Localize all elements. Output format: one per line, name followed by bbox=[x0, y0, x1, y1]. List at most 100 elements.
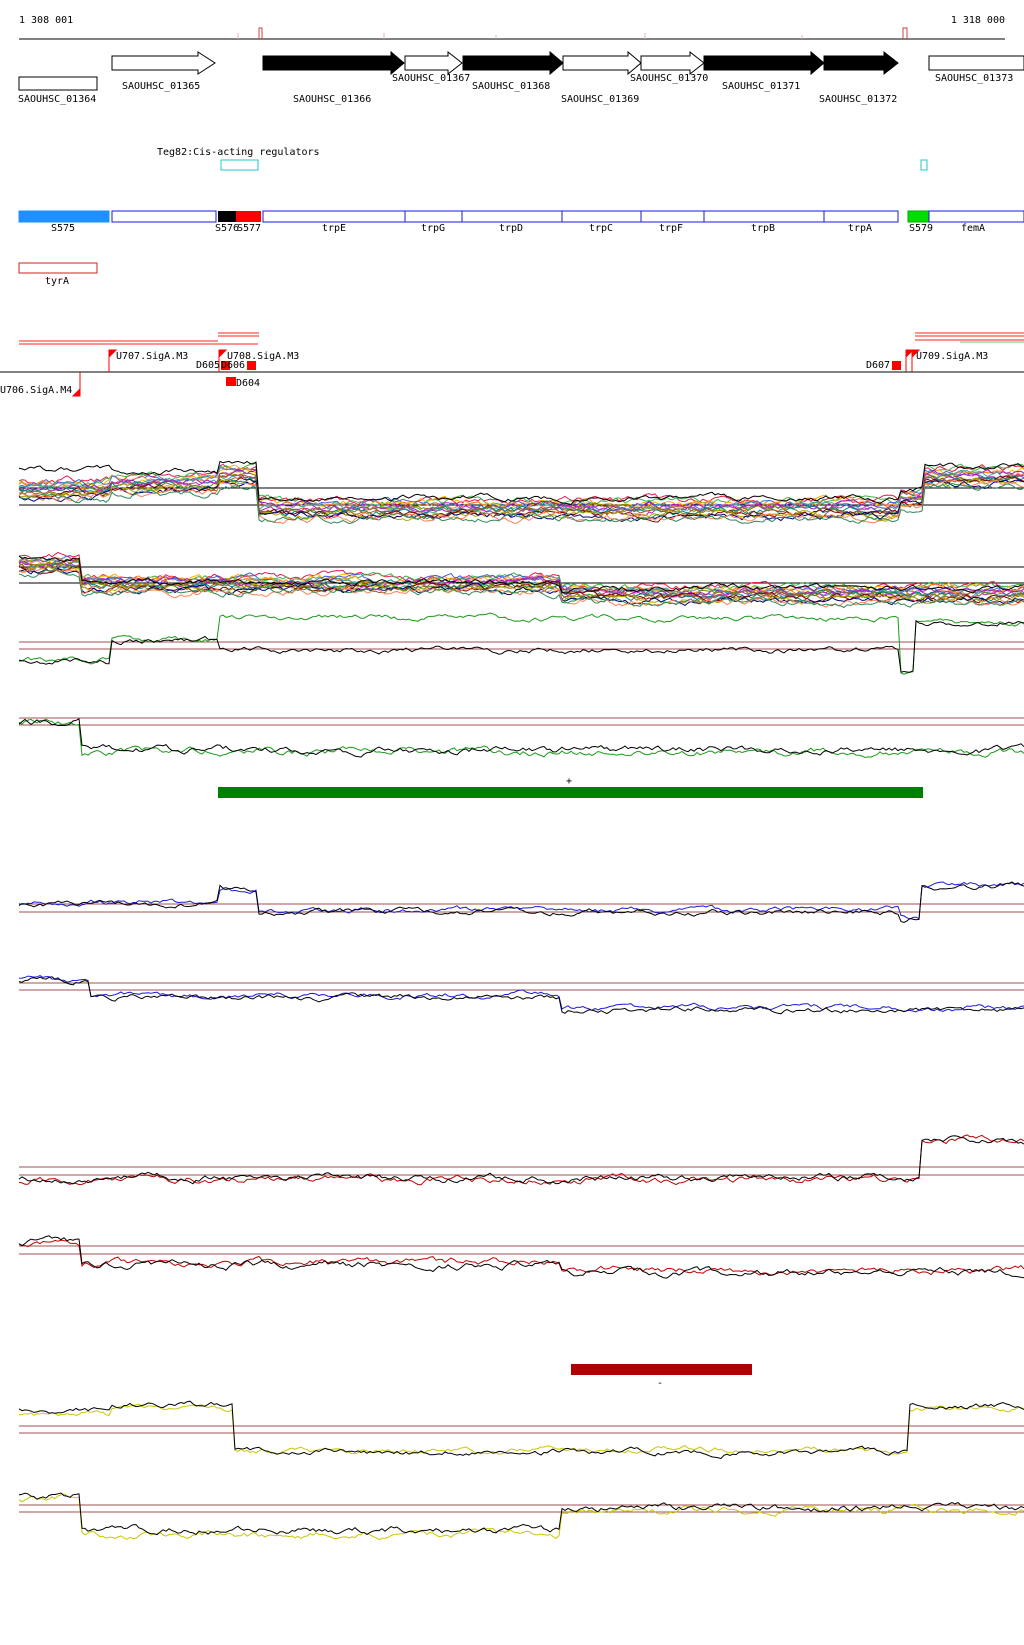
terminator-label: D607 bbox=[866, 360, 890, 371]
expression-trace bbox=[18, 976, 1024, 1015]
expression-trace bbox=[18, 975, 1024, 1013]
terminator-mark[interactable] bbox=[247, 361, 256, 370]
expression-trace bbox=[18, 1135, 1024, 1185]
promoter-label: U708.SigA.M3 bbox=[227, 351, 299, 362]
terminator-mark[interactable] bbox=[892, 361, 901, 370]
expression-trace bbox=[18, 475, 1024, 517]
expression-trace bbox=[18, 555, 1024, 593]
expression-trace bbox=[18, 619, 1024, 673]
segment[interactable] bbox=[18, 210, 110, 223]
segment-label: trpB bbox=[751, 223, 775, 234]
expression-trace bbox=[18, 556, 1024, 598]
promoter-track: U707.SigA.M3 U708.SigA.M3 D605 D606 D604… bbox=[0, 332, 1024, 397]
gene-label: SAOUHSC_01366 bbox=[293, 94, 371, 105]
gene-label: SAOUHSC_01371 bbox=[722, 81, 800, 92]
expression-trace bbox=[18, 1492, 1024, 1536]
expression-profiles bbox=[18, 460, 1024, 1541]
gene-track: SAOUHSC_01364 SAOUHSC_01365 SAOUHSC_0136… bbox=[18, 50, 1024, 105]
segment[interactable] bbox=[111, 210, 217, 223]
gene-label: SAOUHSC_01365 bbox=[122, 81, 200, 92]
expression-trace bbox=[18, 1239, 1024, 1277]
gene-label: SAOUHSC_01368 bbox=[472, 81, 550, 92]
expression-trace bbox=[18, 1134, 1024, 1186]
tyra-box[interactable] bbox=[18, 262, 98, 274]
expression-trace bbox=[18, 568, 1024, 609]
expression-trace bbox=[18, 461, 1024, 507]
regulator-box-small[interactable] bbox=[920, 159, 928, 171]
gene-label: SAOUHSC_01370 bbox=[630, 73, 708, 84]
regulator-box[interactable] bbox=[220, 159, 259, 171]
segment-label: S577 bbox=[237, 223, 261, 234]
promoter-mark[interactable] bbox=[218, 349, 228, 372]
segment[interactable] bbox=[404, 210, 463, 223]
expression-trace bbox=[18, 1235, 1024, 1279]
expression-trace bbox=[18, 881, 1024, 924]
gene-label: SAOUHSC_01372 bbox=[819, 94, 897, 105]
promoter-label: U707.SigA.M3 bbox=[116, 351, 188, 362]
segment[interactable] bbox=[928, 210, 1024, 223]
gene-arrow[interactable] bbox=[262, 50, 405, 76]
expression-trace bbox=[18, 472, 1024, 517]
tyra-label: tyrA bbox=[45, 276, 69, 287]
gene-arrow[interactable] bbox=[562, 50, 642, 76]
gene-arrow[interactable] bbox=[462, 50, 564, 76]
gene-arrow[interactable] bbox=[823, 50, 899, 76]
expression-trace bbox=[18, 472, 1024, 518]
gene-arrow[interactable] bbox=[640, 50, 705, 76]
promoter-label: U706.SigA.M4 bbox=[0, 385, 72, 396]
expression-trace bbox=[18, 1403, 1024, 1455]
gene-shape[interactable] bbox=[928, 55, 1024, 71]
expression-trace bbox=[18, 560, 1024, 599]
expression-trace bbox=[18, 718, 1024, 758]
expression-trace bbox=[18, 460, 1024, 506]
expression-trace bbox=[18, 479, 1024, 525]
segment-label: trpA bbox=[848, 223, 872, 234]
segment[interactable] bbox=[262, 210, 406, 223]
gene-arrow[interactable] bbox=[111, 51, 216, 75]
promoter-label: U709.SigA.M3 bbox=[916, 351, 988, 362]
gene-label: SAOUHSC_01367 bbox=[392, 73, 470, 84]
expression-trace bbox=[18, 555, 1024, 594]
gene-arrow[interactable] bbox=[404, 50, 463, 76]
promoter-mark[interactable] bbox=[911, 349, 921, 372]
condition-bar-minus[interactable] bbox=[571, 1364, 752, 1375]
expression-trace bbox=[18, 482, 1024, 525]
promoter-mark[interactable] bbox=[108, 349, 118, 372]
condition-bar-plus[interactable] bbox=[218, 787, 923, 798]
segment-label: femA bbox=[961, 223, 985, 234]
terminator-mark[interactable] bbox=[221, 361, 230, 370]
gene-label: SAOUHSC_01373 bbox=[935, 73, 1013, 84]
gene-label: SAOUHSC_01364 bbox=[18, 94, 96, 105]
segment[interactable] bbox=[703, 210, 825, 223]
promoter-mark[interactable] bbox=[905, 349, 915, 372]
expression-trace bbox=[18, 567, 1024, 606]
segment[interactable] bbox=[461, 210, 563, 223]
segment[interactable] bbox=[561, 210, 642, 223]
terminator-mark[interactable] bbox=[226, 377, 236, 386]
gene-arrow[interactable] bbox=[703, 50, 825, 76]
expression-trace bbox=[18, 881, 1024, 920]
gene-label: SAOUHSC_01369 bbox=[561, 94, 639, 105]
segment-label: trpF bbox=[659, 223, 683, 234]
coord-end: 1 318 000 bbox=[951, 15, 1005, 26]
gene-shape[interactable] bbox=[18, 76, 98, 91]
segment-label: trpG bbox=[421, 223, 445, 234]
expression-trace bbox=[18, 474, 1024, 518]
segment-label: S579 bbox=[909, 223, 933, 234]
segment[interactable] bbox=[218, 211, 236, 222]
segment[interactable] bbox=[640, 210, 705, 223]
coord-start: 1 308 001 bbox=[19, 15, 73, 26]
expression-trace bbox=[18, 567, 1024, 608]
segment-label: trpE bbox=[322, 223, 346, 234]
expression-trace bbox=[18, 612, 1024, 675]
segment-label: trpC bbox=[589, 223, 613, 234]
segment[interactable] bbox=[236, 211, 261, 222]
segment[interactable] bbox=[823, 210, 899, 223]
segment-label: trpD bbox=[499, 223, 523, 234]
segment[interactable] bbox=[907, 210, 930, 223]
terminator-label: D606 bbox=[221, 360, 245, 371]
promoter-mark[interactable] bbox=[71, 372, 81, 397]
expression-trace bbox=[18, 1400, 1024, 1460]
segment-label: S576 bbox=[215, 223, 239, 234]
